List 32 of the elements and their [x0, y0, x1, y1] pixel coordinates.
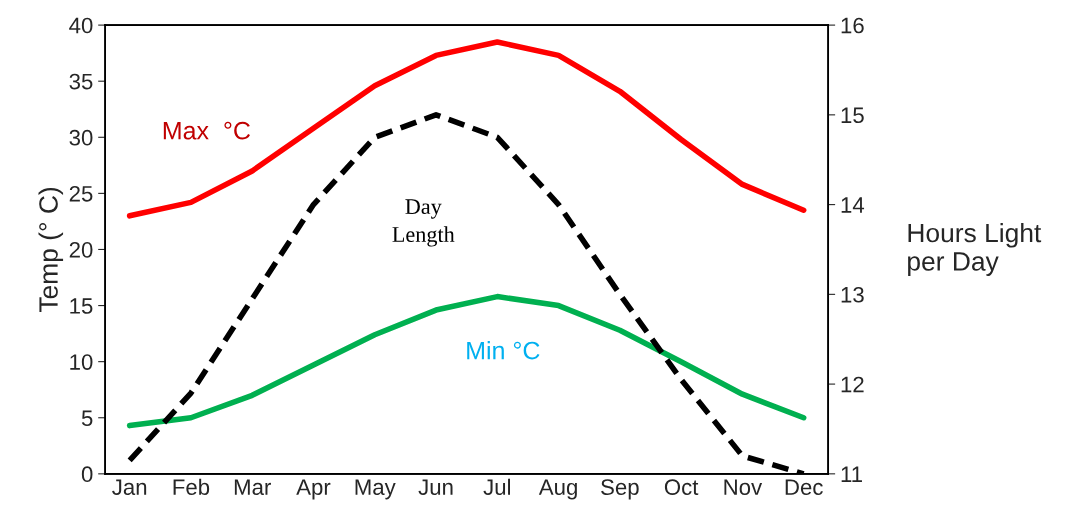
x-tick-label: Mar [234, 479, 271, 496]
annotation: Min °C [467, 341, 540, 360]
y-tick-label: 20 [69, 242, 93, 258]
y2-tick-label: 12 [841, 376, 864, 393]
y2-tick-label: 15 [841, 107, 864, 124]
x-tick-label: Dec [785, 479, 823, 496]
x-tick-label: Oct [664, 479, 699, 496]
y2-axis-title: Hours Light per Day [908, 222, 1042, 276]
y2-tick-label: 11 [841, 466, 862, 482]
y-tick-label: 0 [81, 466, 93, 483]
x-tick-label: Feb [173, 478, 210, 496]
x-tick-label: Aug [538, 479, 577, 500]
y2-tick-label: 14 [841, 197, 865, 213]
x-tick-label: May [355, 479, 396, 500]
y-tick-label: 15 [70, 298, 93, 314]
y2-tick-label: 13 [841, 286, 864, 303]
y-tick-label: 35 [69, 73, 93, 90]
y-axis-title: Temp (° C) [38, 187, 64, 313]
annotation: Day Length [392, 199, 455, 247]
y-tick-label: 10 [70, 354, 93, 370]
x-tick-label: Jun [418, 479, 453, 496]
y-tick-label: 25 [69, 185, 93, 202]
y-tick-label: 5 [81, 410, 93, 427]
x-tick-label: Jul [483, 478, 511, 496]
x-tick-label: Jan [112, 479, 147, 496]
y-tick-label: 40 [69, 17, 93, 34]
x-tick-label: Sep [601, 479, 639, 500]
x-tick-label: Apr [296, 479, 331, 500]
x-tick-label: Nov [724, 479, 763, 496]
annotation: Max °C [163, 121, 251, 140]
y2-tick-label: 16 [841, 17, 864, 34]
y-tick-label: 30 [69, 129, 93, 146]
